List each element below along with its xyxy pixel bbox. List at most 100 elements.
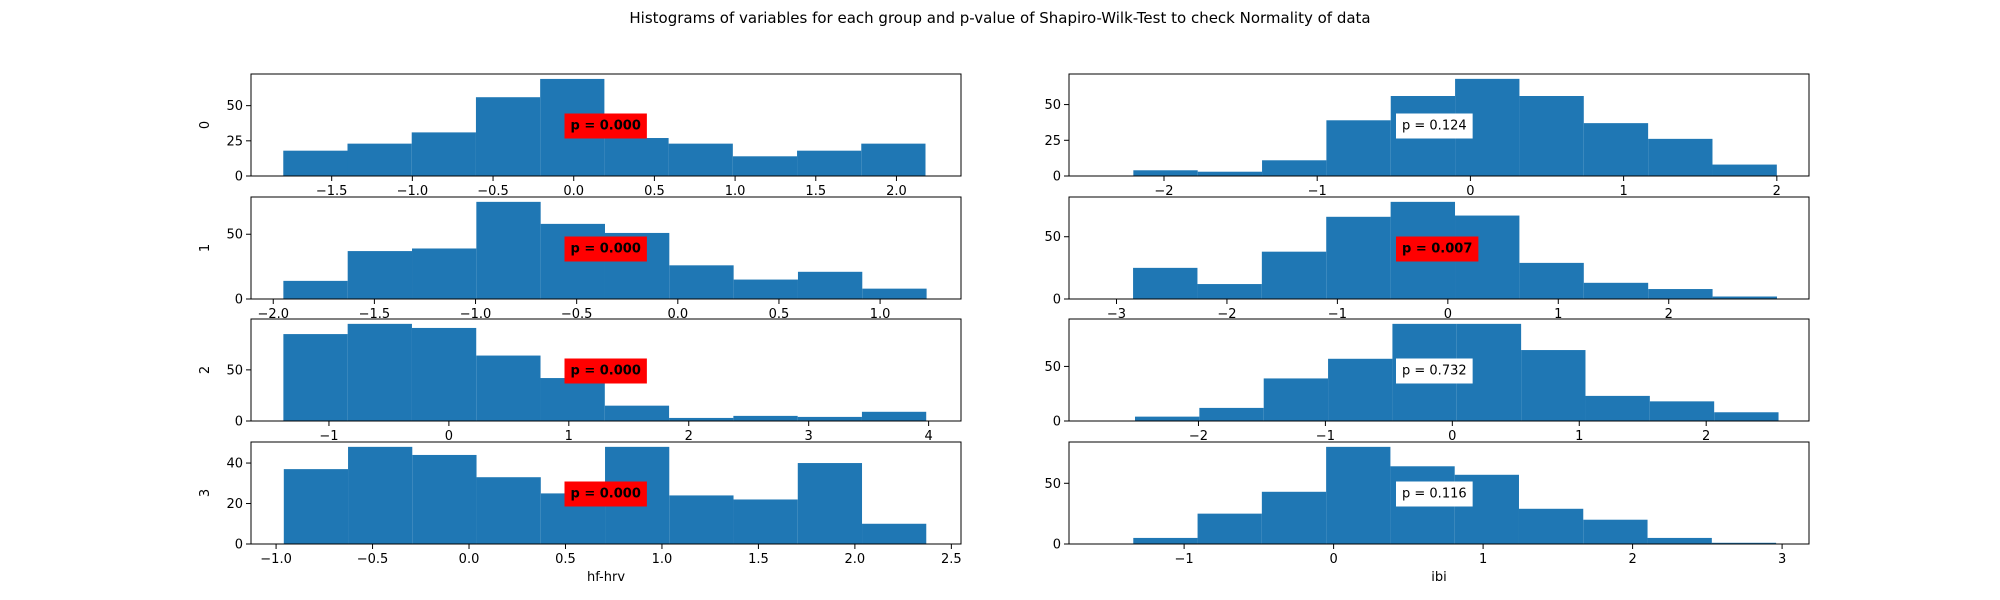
x-tick-label: 1.5 [748,552,769,567]
bar [604,405,670,421]
bar [1648,289,1713,299]
x-tick-label: 2 [1702,429,1710,444]
y-axis-label: 2 [198,366,213,374]
y-tick-label: 50 [1044,477,1061,492]
bar [733,279,798,299]
axes-frame [1068,73,1810,177]
bar [347,143,412,176]
y-tick-label: 50 [226,363,243,378]
x-tick-label: −1 [319,429,338,444]
bar [733,415,798,421]
bar [1714,412,1779,421]
bar [669,495,734,544]
annotation-box [564,481,647,507]
bar [283,280,348,299]
bar [1585,395,1650,421]
bar [1133,537,1198,544]
y-tick-label: 40 [226,457,243,472]
x-tick-label: 1.0 [652,552,673,567]
y-tick-label: 0 [235,538,243,553]
x-tick-label: −0.5 [477,184,509,199]
x-tick-label: 2 [1628,552,1636,567]
y-tick-label: 20 [226,497,243,512]
y-tick-label: 0 [1053,415,1061,430]
x-tick-label: −2 [1217,307,1236,322]
x-tick-label: −2 [1154,184,1173,199]
x-tick-label: 2 [1773,184,1781,199]
x-tick-label: 1.0 [870,307,891,322]
y-tick-label: 50 [1044,360,1061,375]
y-tick-label: 50 [1044,98,1061,113]
bar [1261,251,1327,299]
x-tick-label: 4 [924,429,932,444]
x-tick-label: 0 [1466,184,1474,199]
x-tick-label: 1 [565,429,573,444]
bar [1263,378,1329,421]
bar [1197,284,1262,299]
annotation: p = 0.116 [1396,481,1473,507]
bar [476,477,541,544]
y-tick-label: 25 [226,134,243,149]
annotation: p = 0.000 [564,358,647,384]
bar [283,469,349,544]
x-tick-label: 2.0 [886,184,907,199]
x-tick-label: 3 [1778,552,1786,567]
x-tick-label: 1 [1554,307,1562,322]
bar [1583,519,1648,544]
bar [1197,513,1262,544]
x-tick-label: −0.5 [357,552,389,567]
x-tick-label: 0.0 [563,184,584,199]
bar [1647,537,1712,544]
bar [1518,508,1584,544]
y-tick-label: 0 [235,415,243,430]
x-tick-label: 2.0 [845,552,866,567]
x-tick-label: 1 [1479,552,1487,567]
annotation-box [564,113,647,139]
annotation-text: p = 0.124 [1402,119,1467,134]
bar [1712,164,1777,176]
bar [1197,171,1263,176]
y-tick-label: 50 [1044,230,1061,245]
annotation-box [564,358,647,384]
x-tick-label: 1 [1575,429,1583,444]
x-tick-label: −0.5 [561,307,593,322]
y-tick-label: 0 [1053,293,1061,308]
bar [1519,96,1584,176]
bar [411,132,476,176]
x-tick-label: 0.5 [555,552,576,567]
annotation-text: p = 0.000 [571,242,641,257]
annotation: p = 0.007 [1396,236,1479,262]
axes-frame [250,196,962,300]
bar [733,499,798,544]
annotation-box [564,236,647,262]
annotation: p = 0.000 [564,113,647,139]
axes-frame [1068,318,1810,422]
x-tick-label: −2 [1189,429,1208,444]
x-tick-label: 2 [685,429,693,444]
x-tick-label: −1 [1328,307,1347,322]
x-tick-label: −2.0 [257,307,289,322]
bar [797,416,862,421]
bar [861,411,927,421]
bar [1326,216,1391,299]
bar [1326,446,1391,544]
bar [1521,350,1586,421]
axes-frame [250,441,962,545]
bar [1133,170,1198,176]
x-tick-label: 0.5 [769,307,790,322]
bar [1648,138,1713,176]
axes-frame [250,73,962,177]
x-tick-label: 2 [1665,307,1673,322]
x-tick-label: 0.0 [459,552,480,567]
bar [540,378,605,421]
bar [1326,120,1391,176]
x-tick-label: 1.0 [725,184,746,199]
x-tick-label: 1.5 [805,184,826,199]
y-tick-label: 0 [235,293,243,308]
annotation: p = 0.732 [1396,358,1473,384]
bar [668,143,733,176]
figure-title: Histograms of variables for each group a… [629,9,1370,27]
x-tick-label: −1.0 [460,307,492,322]
bar [1583,123,1649,176]
annotation: p = 0.124 [1396,113,1473,139]
